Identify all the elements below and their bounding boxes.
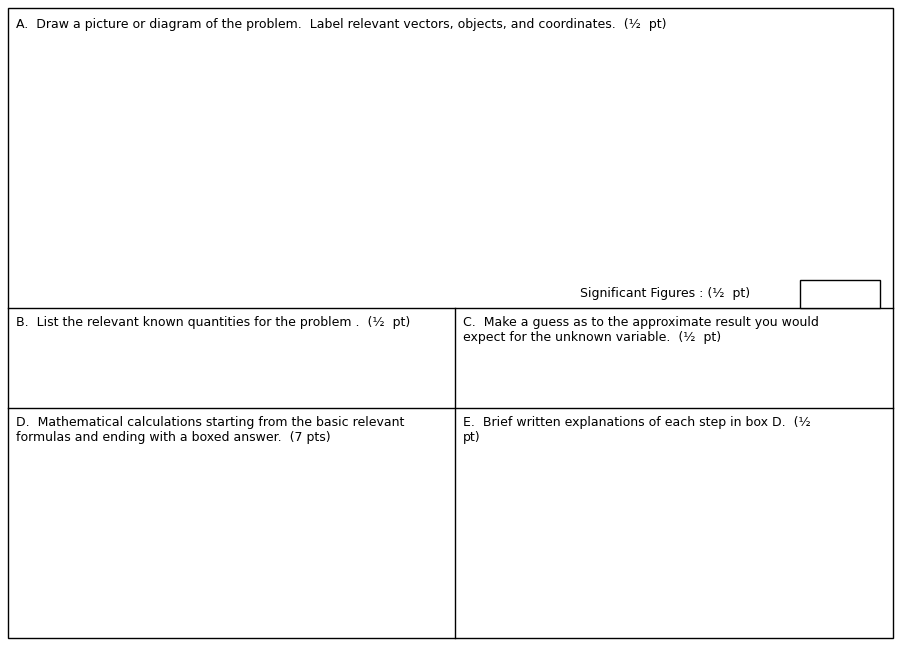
Text: A.  Draw a picture or diagram of the problem.  Label relevant vectors, objects, : A. Draw a picture or diagram of the prob… (16, 18, 666, 31)
Text: E.  Brief written explanations of each step in box D.  (½
pt): E. Brief written explanations of each st… (463, 416, 810, 444)
Text: Significant Figures : (½  pt): Significant Figures : (½ pt) (579, 287, 750, 300)
Text: C.  Make a guess as to the approximate result you would
expect for the unknown v: C. Make a guess as to the approximate re… (463, 316, 818, 344)
Text: B.  List the relevant known quantities for the problem .  (½  pt): B. List the relevant known quantities fo… (16, 316, 410, 329)
Bar (799, 280, 879, 308)
Text: D.  Mathematical calculations starting from the basic relevant
formulas and endi: D. Mathematical calculations starting fr… (16, 416, 404, 444)
